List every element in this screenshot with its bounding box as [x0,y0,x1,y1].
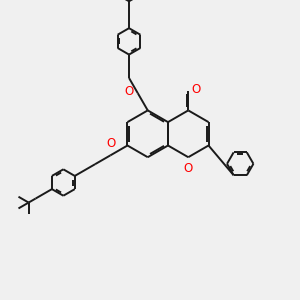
Text: O: O [106,137,116,150]
Text: O: O [192,83,201,96]
Text: O: O [124,85,134,98]
Text: O: O [184,162,193,175]
